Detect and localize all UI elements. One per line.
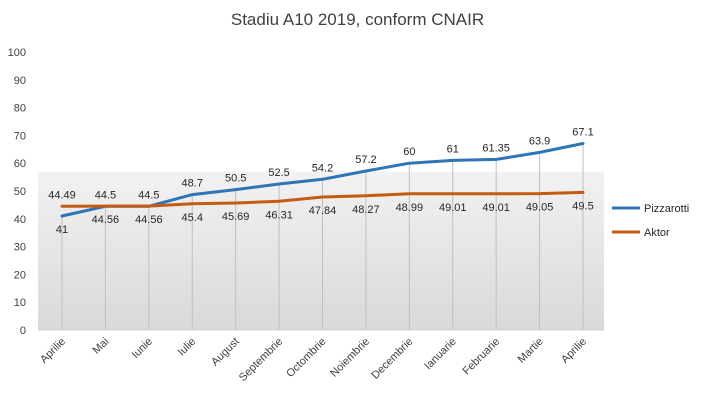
x-tick-label: August [209, 336, 242, 369]
data-label-aktor: 45.4 [182, 212, 203, 224]
y-tick-label: 30 [14, 242, 26, 254]
x-tick-label: Iunie [130, 336, 155, 361]
data-label-pizzarotti: 52.5 [268, 167, 289, 179]
data-label-aktor: 49.05 [526, 202, 554, 214]
x-tick-label: Decembrie [369, 336, 415, 382]
x-tick-label: Iulie [176, 336, 199, 359]
data-label-pizzarotti: 48.7 [182, 178, 203, 190]
data-label-aktor: 45.69 [222, 211, 250, 223]
data-label-aktor: 47.84 [309, 205, 337, 217]
data-label-pizzarotti: 60 [403, 146, 415, 158]
data-label-aktor: 44.49 [48, 189, 76, 201]
data-label-pizzarotti: 61.35 [482, 142, 510, 154]
x-tick-label: Martie [516, 336, 546, 366]
x-tick-label: Mai [91, 336, 112, 357]
y-tick-label: 100 [8, 47, 26, 59]
plot-area-backdrop [38, 171, 604, 330]
data-label-aktor: 48.99 [396, 202, 424, 214]
data-label-aktor: 48.27 [352, 204, 380, 216]
chart-title: Stadiu A10 2019, conform CNAIR [230, 10, 485, 29]
x-tick-label: Septembrie [237, 336, 285, 384]
data-label-aktor: 44.56 [135, 214, 163, 226]
data-label-aktor: 46.31 [265, 209, 293, 221]
data-label-pizzarotti: 54.2 [312, 162, 333, 174]
data-label-pizzarotti: 63.9 [529, 135, 550, 147]
y-tick-label: 40 [14, 214, 26, 226]
legend-label-aktor: Aktor [644, 227, 670, 239]
data-label-pizzarotti: 57.2 [355, 154, 376, 166]
x-tick-label: Aprilie [38, 336, 68, 366]
x-tick-label: Ianuarie [422, 336, 459, 373]
y-tick-label: 50 [14, 186, 26, 198]
y-tick-label: 90 [14, 75, 26, 87]
y-tick-label: 10 [14, 297, 26, 309]
legend-label-pizzarotti: Pizzarotti [644, 203, 689, 215]
data-label-aktor: 44.56 [92, 214, 120, 226]
x-tick-label: Octombrie [284, 336, 328, 380]
data-label-aktor: 49.01 [439, 202, 467, 214]
data-label-pizzarotti: 44.5 [138, 189, 159, 201]
y-tick-label: 80 [14, 103, 26, 115]
y-tick-label: 70 [14, 130, 26, 142]
x-tick-label: Aprilie [559, 336, 589, 366]
data-label-pizzarotti: 41 [56, 224, 68, 236]
series-line-aktor [60, 190, 585, 208]
data-label-pizzarotti: 44.5 [95, 189, 116, 201]
data-label-aktor: 49.01 [482, 202, 510, 214]
y-tick-label: 20 [14, 269, 26, 281]
data-label-pizzarotti: 67.1 [572, 126, 593, 138]
x-tick-label: Februarie [461, 336, 503, 378]
y-tick-label: 0 [20, 325, 26, 337]
data-label-pizzarotti: 61 [447, 143, 459, 155]
y-tick-label: 60 [14, 158, 26, 170]
x-tick-label: Noiembrie [328, 336, 372, 380]
data-label-aktor: 49.5 [572, 200, 593, 212]
data-label-pizzarotti: 50.5 [225, 173, 246, 185]
